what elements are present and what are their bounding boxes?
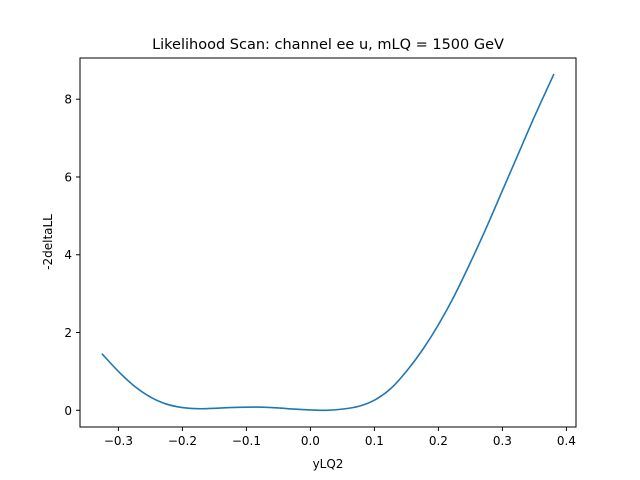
plot-frame	[79, 57, 577, 428]
y-tick-label: 2	[64, 326, 72, 340]
data-layer	[101, 73, 555, 412]
x-tick-label: 0.0	[301, 434, 320, 448]
y-axis-ticks: 0 2 4 6 8	[64, 93, 80, 418]
y-tick-label: 8	[64, 93, 72, 107]
likelihood-curve	[101, 73, 555, 412]
x-tick-label: −0.3	[104, 434, 133, 448]
x-tick-label: 0.4	[557, 434, 576, 448]
x-tick-label: −0.1	[232, 434, 261, 448]
x-axis-label: yLQ2	[313, 457, 344, 471]
y-tick-label: 0	[64, 404, 72, 418]
chart-title: Likelihood Scan: channel ee u, mLQ = 150…	[152, 37, 504, 53]
x-tick-label: −0.2	[168, 434, 197, 448]
x-tick-label: 0.3	[493, 434, 512, 448]
x-tick-label: 0.1	[365, 434, 384, 448]
y-tick-label: 6	[64, 170, 72, 184]
y-tick-label: 4	[64, 248, 72, 262]
y-axis-label: -2deltaLL	[41, 214, 55, 270]
x-axis-ticks: −0.3 −0.2 −0.1 0.0 0.1 0.2 0.3 0.4	[104, 427, 576, 448]
x-tick-label: 0.2	[429, 434, 448, 448]
